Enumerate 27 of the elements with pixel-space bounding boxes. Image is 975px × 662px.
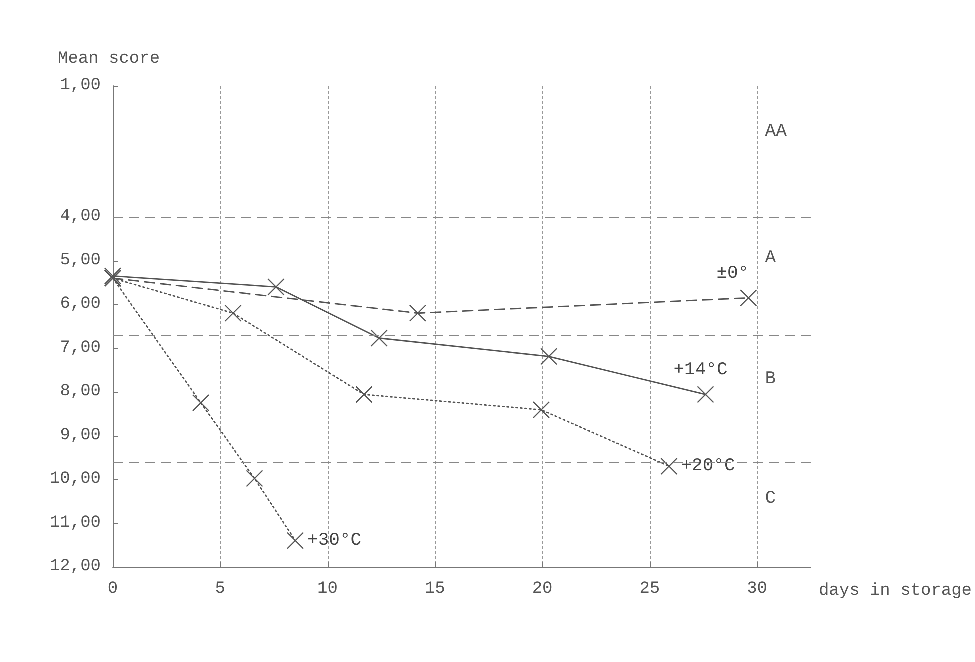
x-axis-title: days in storage: [818, 582, 972, 601]
x-tick-label: 15: [424, 580, 446, 599]
series-label: +14°C: [674, 360, 728, 381]
y-tick-label: 10,00: [50, 470, 101, 490]
y-tick-label: 8,00: [60, 382, 101, 402]
x-tick-label: 0: [108, 580, 118, 599]
y-axis-title: Mean score: [58, 50, 160, 69]
x-tick-label: 20: [532, 580, 553, 599]
x-tick-label: 30: [747, 580, 768, 599]
y-tick-label: 5,00: [60, 251, 101, 270]
annotation: B: [765, 370, 776, 390]
y-tick-label: 12,00: [50, 558, 101, 576]
series-label: ±0°: [716, 264, 750, 284]
series-label: +30°C: [308, 530, 362, 551]
y-tick-label: 7,00: [60, 338, 101, 358]
annotation: AA: [765, 122, 788, 142]
annotation: A: [765, 248, 776, 269]
y-tick-label: 4,00: [60, 208, 101, 227]
series-label: +20°C: [681, 456, 736, 476]
y-tick-label: 11,00: [50, 514, 101, 533]
x-tick-label: 5: [215, 580, 226, 599]
y-tick-label: 1,00: [60, 76, 101, 96]
x-tick-label: 10: [318, 580, 338, 599]
y-tick-label: 6,00: [60, 295, 101, 314]
x-tick-label: 25: [640, 580, 660, 599]
annotation: C: [765, 488, 776, 509]
y-tick-label: 9,00: [60, 426, 101, 446]
